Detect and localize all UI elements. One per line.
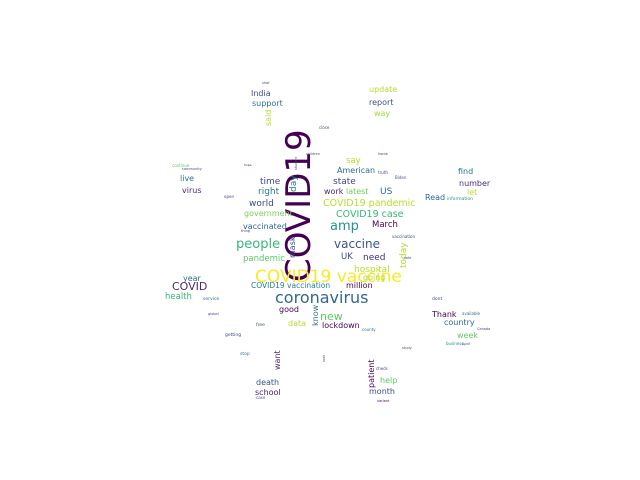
word-find: find: [458, 167, 473, 176]
word-good: good: [279, 305, 299, 314]
word-thank: Thank: [431, 310, 457, 319]
word-april: April: [462, 342, 470, 346]
word-death: death: [256, 378, 279, 387]
word-biden: Biden: [395, 175, 407, 180]
word-covid19-pandemic: COVID19 pandemic: [323, 198, 416, 209]
word-pandemic: pandemic: [243, 254, 285, 264]
word-school: school: [255, 388, 281, 397]
word-children: children: [306, 152, 320, 156]
word-covid: COVID: [172, 280, 207, 293]
word-say: say: [346, 156, 361, 166]
word-county: county: [362, 327, 376, 332]
word-vaccination: vaccination: [392, 234, 415, 239]
word-government: government: [244, 209, 293, 218]
word-safe: safe: [404, 256, 411, 260]
word-report: report: [369, 98, 393, 107]
word-virus: virus: [182, 186, 201, 195]
word-variant: variant: [377, 399, 390, 403]
word-number: number: [459, 179, 491, 188]
word-check: check: [376, 366, 388, 371]
word-covid19-vaccine: COVID19 vaccine: [255, 267, 402, 287]
word-update: update: [369, 85, 397, 94]
word-health: health: [165, 292, 192, 302]
word-latest: latest: [346, 187, 369, 196]
word-march: March: [372, 220, 398, 230]
word-support: support: [252, 99, 283, 108]
word-hope: hope: [244, 163, 252, 167]
word-read: Read: [425, 193, 445, 202]
word-covid19-case: COVID19 case: [336, 209, 404, 220]
word-said: said: [264, 110, 273, 126]
word-vaccine: vaccine: [334, 237, 380, 251]
word-business: business: [446, 341, 463, 346]
word-case: case: [256, 395, 266, 400]
word-american: American: [337, 166, 375, 175]
word-year: year: [183, 274, 202, 283]
word-going: going: [363, 273, 385, 282]
word-available: available: [462, 311, 481, 316]
word-home: home: [378, 152, 388, 156]
word-world: world: [249, 199, 274, 209]
word-lockdown: lockdown: [322, 321, 360, 330]
word-help: help: [380, 376, 397, 385]
word-data: data: [288, 319, 306, 328]
word-mask: mask: [288, 236, 297, 258]
word-community: community: [182, 167, 202, 171]
word-amp: amp: [330, 219, 359, 234]
word-today: today: [399, 242, 409, 268]
word-know: know: [311, 304, 320, 326]
word-right: right: [258, 187, 280, 197]
word-free: free: [256, 322, 265, 328]
word-dont: dont: [432, 296, 442, 302]
word-uk: UK: [341, 252, 353, 262]
word-open: open: [224, 194, 234, 199]
word-continue: continue: [172, 163, 190, 168]
word-week: week: [457, 331, 478, 340]
word-time: time: [260, 177, 281, 187]
word-shot: shot: [262, 81, 270, 85]
word-india: India: [251, 89, 271, 98]
word-let: let: [467, 188, 477, 197]
word-live: live: [180, 174, 194, 183]
word-way: way: [374, 109, 390, 118]
word-patient: patient: [367, 360, 376, 388]
word-look: look: [322, 354, 326, 362]
word-thing: thing: [241, 229, 250, 233]
word-month: month: [369, 387, 395, 396]
word-million: million: [346, 281, 373, 290]
word-covid19: COVID19: [279, 129, 319, 282]
word-truth: truth: [378, 170, 388, 175]
word-getting: getting: [225, 332, 241, 338]
word-covid19-vaccination: COVID19 vaccination: [251, 281, 330, 290]
word-want: want: [273, 350, 282, 370]
word-us: US: [380, 187, 393, 197]
word-canada: Canada: [477, 327, 490, 331]
word-hospital: hospital: [354, 265, 390, 275]
word-country: country: [444, 318, 475, 327]
word-information: information: [447, 196, 473, 202]
word-people: people: [236, 237, 280, 252]
word-new: new: [320, 310, 343, 323]
word-study: study: [402, 346, 412, 350]
word-state: state: [333, 177, 356, 187]
word-global: global: [208, 312, 219, 316]
word-vaccinated: vaccinated: [243, 222, 287, 231]
word-student: student: [294, 156, 298, 170]
word-day: day: [289, 175, 299, 192]
word-service: service: [203, 296, 219, 302]
word-coronavirus: coronavirus: [275, 288, 369, 307]
word-stop: stop: [240, 351, 250, 357]
word-work: work: [324, 187, 344, 196]
word-need: need: [363, 253, 386, 263]
word-close: close: [319, 125, 330, 130]
